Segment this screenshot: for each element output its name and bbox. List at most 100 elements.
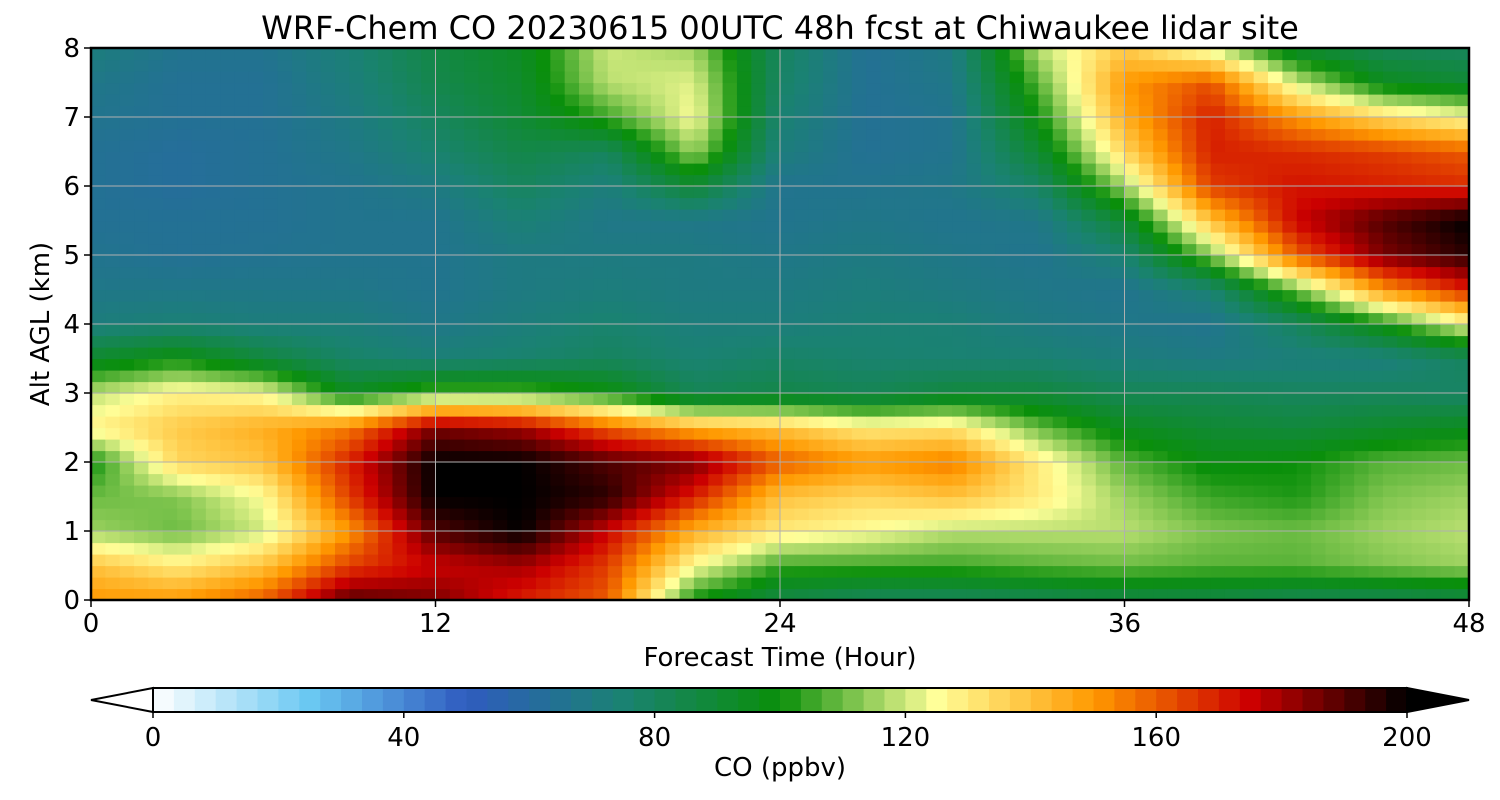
heatmap-cell [435,94,451,107]
heatmap-cell [866,508,882,521]
heatmap-cell [1052,266,1068,279]
heatmap-cell [1253,473,1269,486]
heatmap-cell [564,542,580,555]
heatmap-cell [1024,508,1039,521]
heatmap-cell [1138,255,1154,268]
heatmap-cell [1153,174,1169,187]
heatmap-cell [693,312,709,325]
heatmap-cell [665,531,681,544]
heatmap-cell [435,255,451,268]
heatmap-cell [1052,174,1068,187]
heatmap-cell [751,243,767,256]
heatmap-cell [693,508,709,521]
heatmap-cell [1425,82,1441,95]
heatmap-cell [765,243,781,256]
heatmap-cell [148,554,164,567]
heatmap-cell [794,496,810,509]
heatmap-cell [291,94,307,107]
heatmap-cell [1296,232,1312,245]
heatmap-cell [1296,588,1312,601]
heatmap-cell [679,496,695,509]
heatmap-cell [794,209,810,222]
heatmap-cell [191,588,207,601]
heatmap-cell [349,301,365,314]
heatmap-cell [105,71,121,84]
heatmap-cell [564,588,580,601]
heatmap-cell [736,255,752,268]
heatmap-cell [1210,117,1226,130]
heatmap-cell [177,485,193,498]
heatmap-cell [1354,209,1370,222]
heatmap-cell [521,289,537,302]
heatmap-cell [636,117,652,130]
heatmap-cell [148,450,164,463]
heatmap-cell [1110,485,1126,498]
heatmap-cell [1253,335,1269,348]
heatmap-cell [177,243,193,256]
heatmap-cell [1224,404,1240,417]
heatmap-cell [1196,174,1212,187]
heatmap-cell [291,243,307,256]
heatmap-cell [1009,531,1025,544]
heatmap-cell [1138,508,1154,521]
heatmap-cell [435,542,451,555]
heatmap-cell [263,347,279,360]
heatmap-cell [693,197,709,210]
heatmap-cell [894,209,910,222]
heatmap-cell [823,266,839,279]
heatmap-cell [851,197,867,210]
heatmap-cell [1024,404,1039,417]
heatmap-cell [1325,151,1341,164]
heatmap-cell [378,255,394,268]
heatmap-cell [1067,117,1083,130]
heatmap-cell [1325,220,1341,233]
heatmap-cell [1224,197,1240,210]
heatmap-cell [980,416,996,429]
heatmap-cell [435,232,451,245]
heatmap-cell [91,381,106,394]
heatmap-cell [320,370,336,383]
heatmap-cell [1210,531,1226,544]
heatmap-cell [765,71,781,84]
heatmap-cell [1052,117,1068,130]
heatmap-cell [248,496,264,509]
heatmap-cell [335,94,350,107]
heatmap-cell [1138,416,1154,429]
heatmap-cell [1095,105,1111,118]
heatmap-cell [1311,255,1327,268]
heatmap-cell [191,197,207,210]
heatmap-cell [722,531,738,544]
heatmap-cell [1110,59,1126,72]
heatmap-cell [607,542,623,555]
heatmap-cell [177,117,193,130]
heatmap-cell [722,496,738,509]
heatmap-cell [1167,519,1183,532]
heatmap-cell [507,531,523,544]
heatmap-cell [1167,71,1183,84]
heatmap-cell [622,289,638,302]
heatmap-cell [378,59,394,72]
heatmap-cell [550,531,566,544]
heatmap-cell [1325,232,1341,245]
heatmap-cell [1253,462,1269,475]
heatmap-cell [320,450,336,463]
heatmap-cell [435,508,451,521]
heatmap-cell [1382,347,1398,360]
heatmap-cell [780,151,795,164]
heatmap-cell [693,519,709,532]
heatmap-cell [1052,554,1068,567]
heatmap-cell [780,324,795,337]
heatmap-cell [392,554,408,567]
heatmap-cell [1354,312,1370,325]
heatmap-cell [177,565,193,578]
heatmap-cell [1124,59,1140,72]
heatmap-cell [980,370,996,383]
heatmap-cell [320,266,336,279]
heatmap-cell [550,393,566,406]
heatmap-cell [1411,266,1427,279]
heatmap-cell [866,243,882,256]
heatmap-cell [1067,450,1083,463]
heatmap-cell [105,519,121,532]
heatmap-cell [392,450,408,463]
